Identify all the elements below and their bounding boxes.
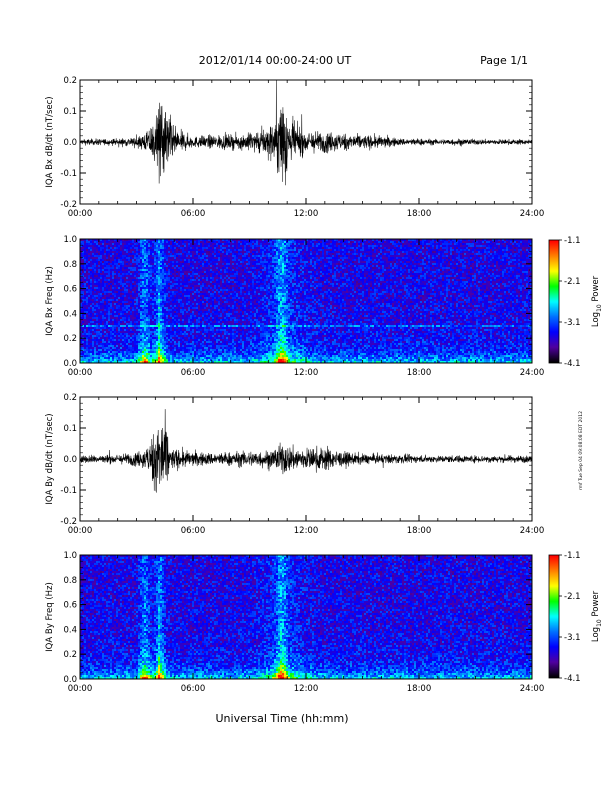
x-tick-label: 12:00 [294, 209, 319, 219]
dbdt-series-line [80, 80, 532, 186]
colorbar-tick-label: -4.1 [564, 359, 581, 369]
colorbar-title-log: Log [591, 627, 601, 642]
bx-spectrogram-panel: 00:00 06:00 12:00 18:00 24:00 0.0 0.2 0.4 0.6 0.8… [45, 235, 544, 378]
colorbar-tick-label: -3.1 [564, 633, 581, 643]
y-tick-label: 0.2 [63, 650, 77, 660]
y-axis-label: IQA By Freq (Hz) [45, 582, 55, 652]
x-tick-label: 18:00 [407, 526, 432, 536]
plot-frame [79, 554, 533, 680]
colorbar-frame [548, 554, 560, 679]
colorbar-title: Log10 Power [591, 590, 603, 642]
x-tick-label: 00:00 [68, 368, 93, 378]
x-tick-label: 12:00 [294, 368, 319, 378]
y-tick-label: 0.2 [63, 334, 77, 344]
x-tick-label: 24:00 [520, 684, 545, 694]
spectrogram-image [80, 239, 532, 363]
x-tick-label: 06:00 [181, 368, 206, 378]
x-tick-label: 00:00 [68, 209, 93, 219]
y-tick-label: 0.2 [63, 76, 77, 86]
spectrogram-image [80, 555, 532, 679]
colorbar-gradient [549, 240, 559, 363]
plot-frame [79, 238, 533, 364]
colorbar-top: -1.1 -2.1 -3.1 -4.1 Log10 Power [548, 236, 603, 369]
colorbar-tick-label: -1.1 [564, 551, 581, 561]
x-tick-label: 18:00 [407, 684, 432, 694]
x-tick-label: 24:00 [520, 209, 545, 219]
y-tick-label: 0.2 [63, 393, 77, 403]
colorbar-title-subscript: 10 [596, 619, 603, 627]
y-tick-label: 1.0 [63, 551, 77, 561]
colorbar-frame [548, 239, 560, 364]
x-tick-label: 24:00 [520, 526, 545, 536]
y-tick-label: 0.0 [63, 138, 77, 148]
colorbar-tick-label: -3.1 [564, 318, 581, 328]
y-tick-label: -0.2 [60, 200, 77, 210]
y-axis-label: IQA By dB/dt (nT/sec) [45, 413, 55, 504]
colorbar-title-subscript: 10 [596, 304, 603, 312]
x-tick-label: 18:00 [407, 368, 432, 378]
x-tick-label: 12:00 [294, 684, 319, 694]
colorbar-title-power: Power [591, 275, 601, 304]
colorbar-bottom: -1.1 -2.1 -3.1 -4.1 Log10 Power [548, 551, 603, 684]
y-tick-label: -0.1 [60, 486, 77, 496]
colorbar-gradient [549, 555, 559, 678]
y-tick-label: 0.8 [63, 260, 77, 270]
by-spectrogram-panel: 00:00 06:00 12:00 18:00 24:00 0.0 0.2 0.4 0.6 0.8… [45, 551, 544, 694]
y-tick-label: -0.1 [60, 169, 77, 179]
y-tick-label: 0.6 [63, 285, 77, 295]
y-tick-label: 0.6 [63, 601, 77, 611]
x-tick-label: 18:00 [407, 209, 432, 219]
colorbar-tick-label: -2.1 [564, 277, 581, 287]
x-tick-label: 12:00 [294, 526, 319, 536]
generation-note: rmf Tue Sep 04 09:08:08 EDT 2012 [578, 411, 584, 490]
y-axis-label: IQA Bx dB/dt (nT/sec) [45, 96, 55, 187]
x-tick-label: 00:00 [68, 684, 93, 694]
colorbar-title-power: Power [591, 590, 601, 619]
y-axis-label: IQA Bx Freq (Hz) [45, 266, 55, 336]
y-tick-label: 0.0 [63, 455, 77, 465]
x-tick-label: 00:00 [68, 526, 93, 536]
x-axis-title: Universal Time (hh:mm) [216, 712, 349, 725]
page-number: Page 1/1 [480, 54, 528, 67]
x-tick-label: 24:00 [520, 368, 545, 378]
colorbar-tick-label: -2.1 [564, 592, 581, 602]
dbdt-series-line [80, 409, 532, 493]
y-tick-label: 0.1 [63, 424, 77, 434]
y-tick-label: 0.0 [63, 675, 77, 685]
y-tick-label: -0.2 [60, 517, 77, 527]
colorbar-title: Log10 Power [591, 275, 603, 327]
date-range-title: 2012/01/14 00:00-24:00 UT [199, 54, 352, 67]
plot-frame [79, 396, 533, 522]
x-tick-label: 06:00 [181, 684, 206, 694]
y-tick-label: 1.0 [63, 235, 77, 245]
y-tick-label: 0.0 [63, 359, 77, 369]
colorbar-tick-label: -4.1 [564, 674, 581, 684]
by-dbdt-panel: 00:00 06:00 12:00 18:00 24:00 -0.2 -0.1 0.0 0.1 0… [45, 393, 544, 536]
colorbar-tick-label: -1.1 [564, 236, 581, 246]
colorbar-title-log: Log [591, 312, 601, 327]
x-tick-label: 06:00 [181, 526, 206, 536]
y-tick-label: 0.8 [63, 576, 77, 586]
x-tick-label: 06:00 [181, 209, 206, 219]
y-tick-label: 0.4 [63, 625, 77, 635]
plot-frame [79, 79, 533, 205]
bx-dbdt-panel: 00:00 06:00 12:00 18:00 24:00 -0.2 -0.1 0.0 0.1 0… [45, 76, 544, 219]
y-tick-label: 0.1 [63, 107, 77, 117]
y-tick-label: 0.4 [63, 309, 77, 319]
